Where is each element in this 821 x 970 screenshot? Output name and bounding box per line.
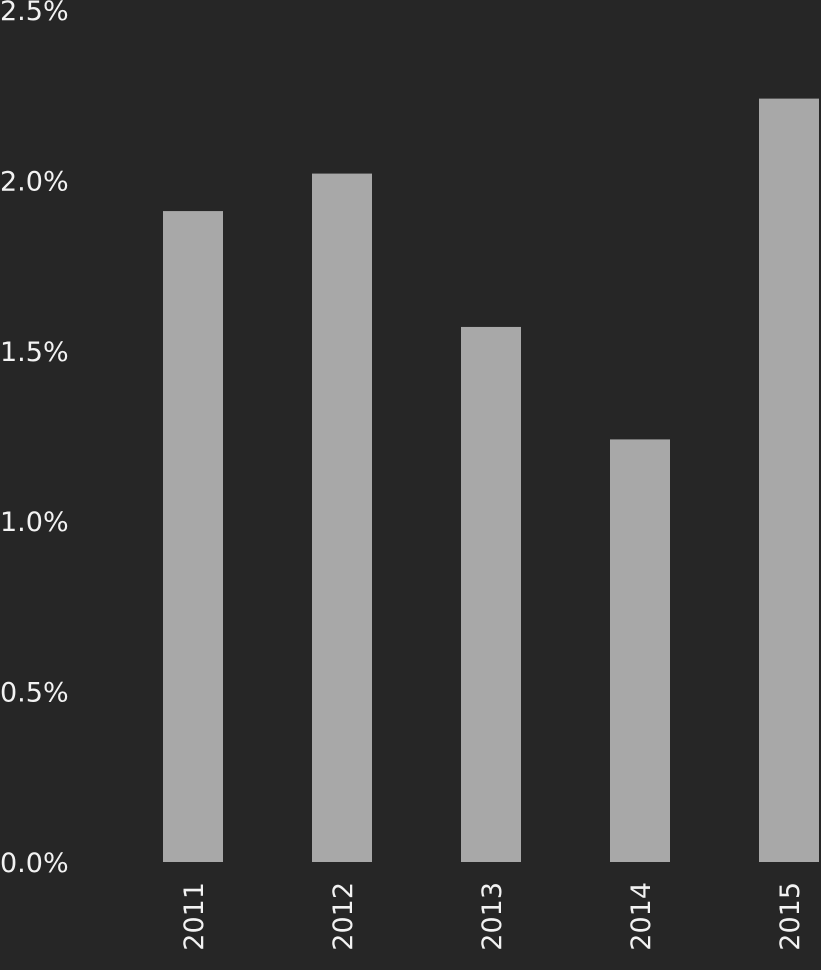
y-tick-label: 0.0% bbox=[0, 848, 69, 879]
bar-2011 bbox=[163, 211, 223, 862]
x-tick-label: 2015 bbox=[775, 882, 806, 951]
x-tick-label: 2014 bbox=[626, 882, 657, 951]
y-axis: 0.0% 0.5% 1.0% 1.5% 2.0% 2.5% bbox=[0, 0, 69, 879]
y-tick-label: 1.5% bbox=[0, 337, 69, 368]
bar-2012 bbox=[312, 173, 372, 863]
bar-series bbox=[163, 98, 819, 863]
bar-2013 bbox=[461, 326, 521, 863]
y-tick-label: 2.0% bbox=[0, 166, 69, 197]
bar-2014 bbox=[610, 439, 670, 862]
y-tick-label: 2.5% bbox=[0, 0, 69, 27]
bar-2015 bbox=[759, 98, 819, 862]
x-tick-label: 2012 bbox=[328, 882, 359, 951]
y-tick-label: 1.0% bbox=[0, 507, 69, 538]
x-tick-label: 2011 bbox=[179, 882, 210, 951]
y-tick-label: 0.5% bbox=[0, 678, 69, 709]
x-axis: 2011 2012 2013 2014 2015 bbox=[179, 882, 806, 951]
x-tick-label: 2013 bbox=[477, 882, 508, 951]
